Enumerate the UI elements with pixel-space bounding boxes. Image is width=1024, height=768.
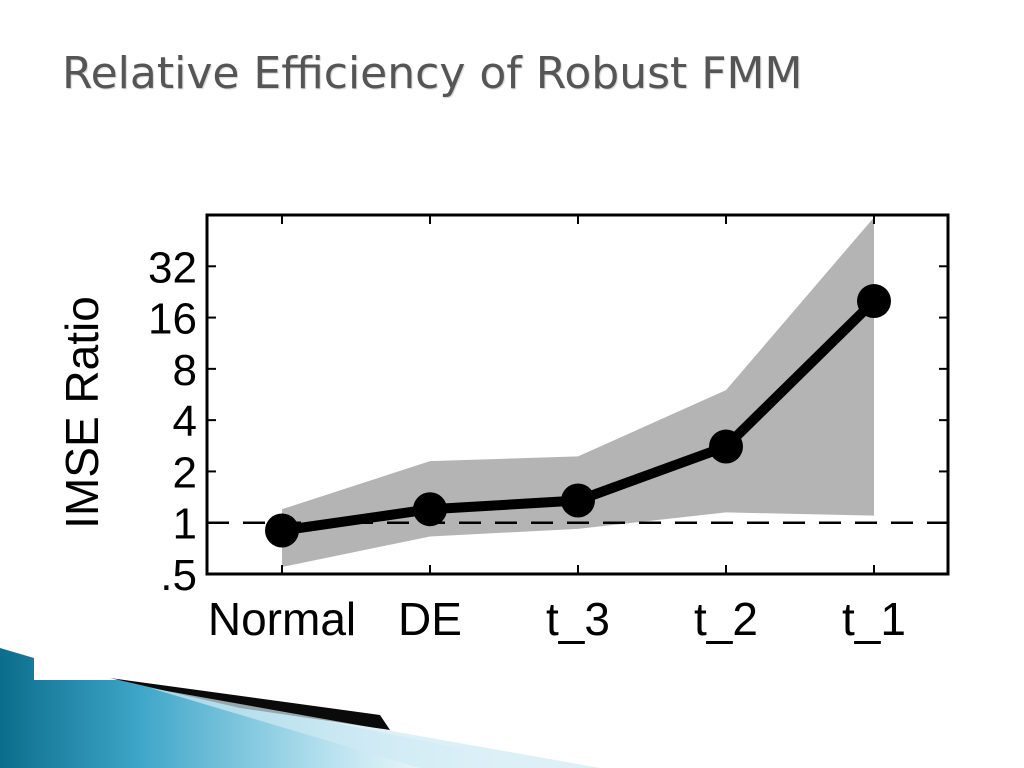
y-tick-label: 1 <box>173 500 197 549</box>
confidence-band-layer <box>282 217 874 567</box>
axes-layer <box>205 213 950 576</box>
series-layer <box>265 284 891 548</box>
confidence-band <box>282 217 874 567</box>
y-tick-label: 2 <box>173 448 197 497</box>
data-point <box>413 492 447 527</box>
slide-title: Relative Efficiency of Robust FMM <box>62 48 803 99</box>
data-point <box>265 513 299 548</box>
x-tick-label: t_3 <box>546 593 610 645</box>
data-point <box>857 284 891 319</box>
y-tick-label: 16 <box>148 295 197 344</box>
y-tick-label: 32 <box>148 243 197 292</box>
data-point <box>561 483 595 518</box>
y-tick-label: 4 <box>173 397 197 446</box>
y-axis-label: IMSE Ratio <box>56 296 108 529</box>
y-tick-label: 8 <box>173 346 197 395</box>
y-tick-label: .5 <box>160 551 197 600</box>
decorative-swoosh <box>0 648 600 768</box>
x-tick-label: Normal <box>208 593 356 645</box>
x-tick-label: t_2 <box>694 593 758 645</box>
x-tick-label: t_1 <box>842 593 906 645</box>
data-point <box>709 429 743 464</box>
x-tick-label: DE <box>398 593 462 645</box>
